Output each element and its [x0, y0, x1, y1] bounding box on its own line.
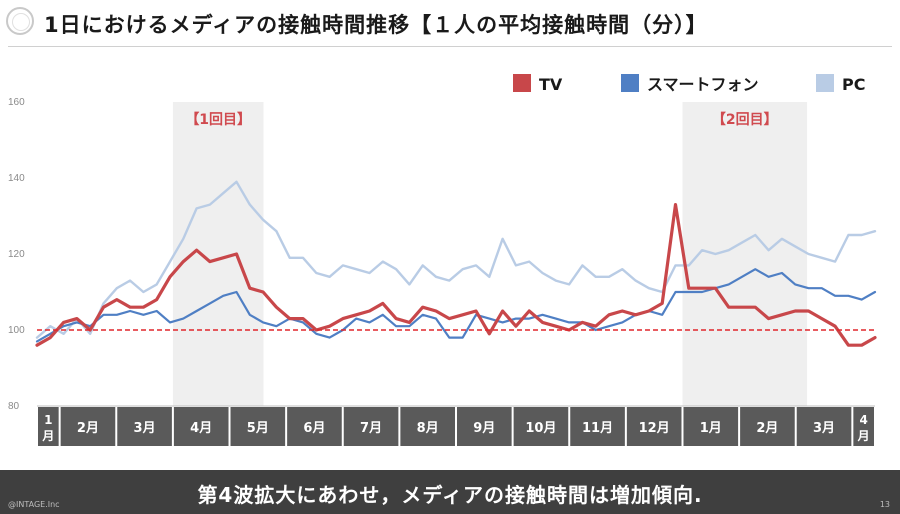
highlight-label-1: 【1回目】: [185, 112, 251, 128]
legend-label-PC: PC: [842, 75, 865, 94]
month-label: 月: [41, 429, 54, 443]
legend-swatch-PC: [816, 74, 834, 92]
month-label: 6月: [303, 421, 325, 436]
month-cell: [796, 407, 852, 446]
month-cell: [570, 407, 625, 446]
series-line-PC: [35, 180, 877, 339]
month-label: 7月: [360, 421, 382, 436]
month-cell: [343, 407, 399, 446]
month-label: 1月: [700, 421, 722, 436]
page-number: 13: [879, 500, 890, 509]
y-tick-label: 140: [8, 173, 25, 184]
summary-text: 第4波拡大にあわせ，メディアの接触時間は増加傾向.: [197, 483, 703, 507]
month-label: 11月: [582, 421, 613, 436]
legend-swatch-TV: [513, 74, 531, 92]
month-cell: [287, 407, 342, 446]
highlight-label-2: 【2回目】: [712, 112, 778, 128]
highlight-region-1: [172, 102, 264, 406]
month-cell: [853, 407, 874, 446]
y-tick-label: 80: [8, 401, 20, 412]
month-label: 9月: [473, 421, 495, 436]
series-line-スマートフォン: [35, 268, 877, 343]
highlight-region-2: [682, 102, 808, 406]
month-cell: [38, 407, 59, 446]
month-cell: [173, 407, 229, 446]
month-label: 月: [857, 429, 870, 443]
month-cell: [117, 407, 172, 446]
y-tick-label: 160: [8, 97, 25, 108]
y-tick-label: 100: [8, 325, 25, 336]
legend-label-TV: TV: [539, 75, 563, 94]
copyright-text: @INTAGE.Inc: [8, 500, 60, 509]
month-label: 10月: [525, 421, 556, 436]
slide-title: 1日におけるメディアの接触時間推移【１人の平均接触時間（分）】: [44, 13, 708, 37]
month-label: 2月: [756, 421, 778, 436]
header-circle-icon: [6, 7, 34, 35]
y-tick-label: 120: [8, 249, 25, 260]
slide-header: 1日におけるメディアの接触時間推移【１人の平均接触時間（分）】: [0, 0, 900, 47]
header-divider: [8, 46, 892, 47]
month-cell: [683, 407, 739, 446]
month-label: 2月: [77, 421, 99, 436]
legend-label-スマートフォン: スマートフォン: [647, 75, 759, 94]
summary-banner: 第4波拡大にあわせ，メディアの接触時間は増加傾向.: [0, 470, 900, 514]
series-line-TV: [35, 203, 877, 347]
month-label: 1: [44, 413, 52, 427]
month-cell: [457, 407, 512, 446]
month-cell: [60, 407, 116, 446]
month-label: 8月: [417, 421, 439, 436]
month-cell: [400, 407, 455, 446]
month-cell: [513, 407, 569, 446]
month-label: 3月: [813, 421, 835, 436]
month-cell: [740, 407, 795, 446]
month-label: 3月: [134, 421, 156, 436]
month-cell: [626, 407, 682, 446]
month-label: 5月: [247, 421, 269, 436]
legend-swatch-スマートフォン: [621, 74, 639, 92]
month-label: 4月: [190, 421, 212, 436]
month-label: 4: [859, 413, 867, 427]
month-label: 12月: [639, 421, 670, 436]
month-cell: [230, 407, 286, 446]
